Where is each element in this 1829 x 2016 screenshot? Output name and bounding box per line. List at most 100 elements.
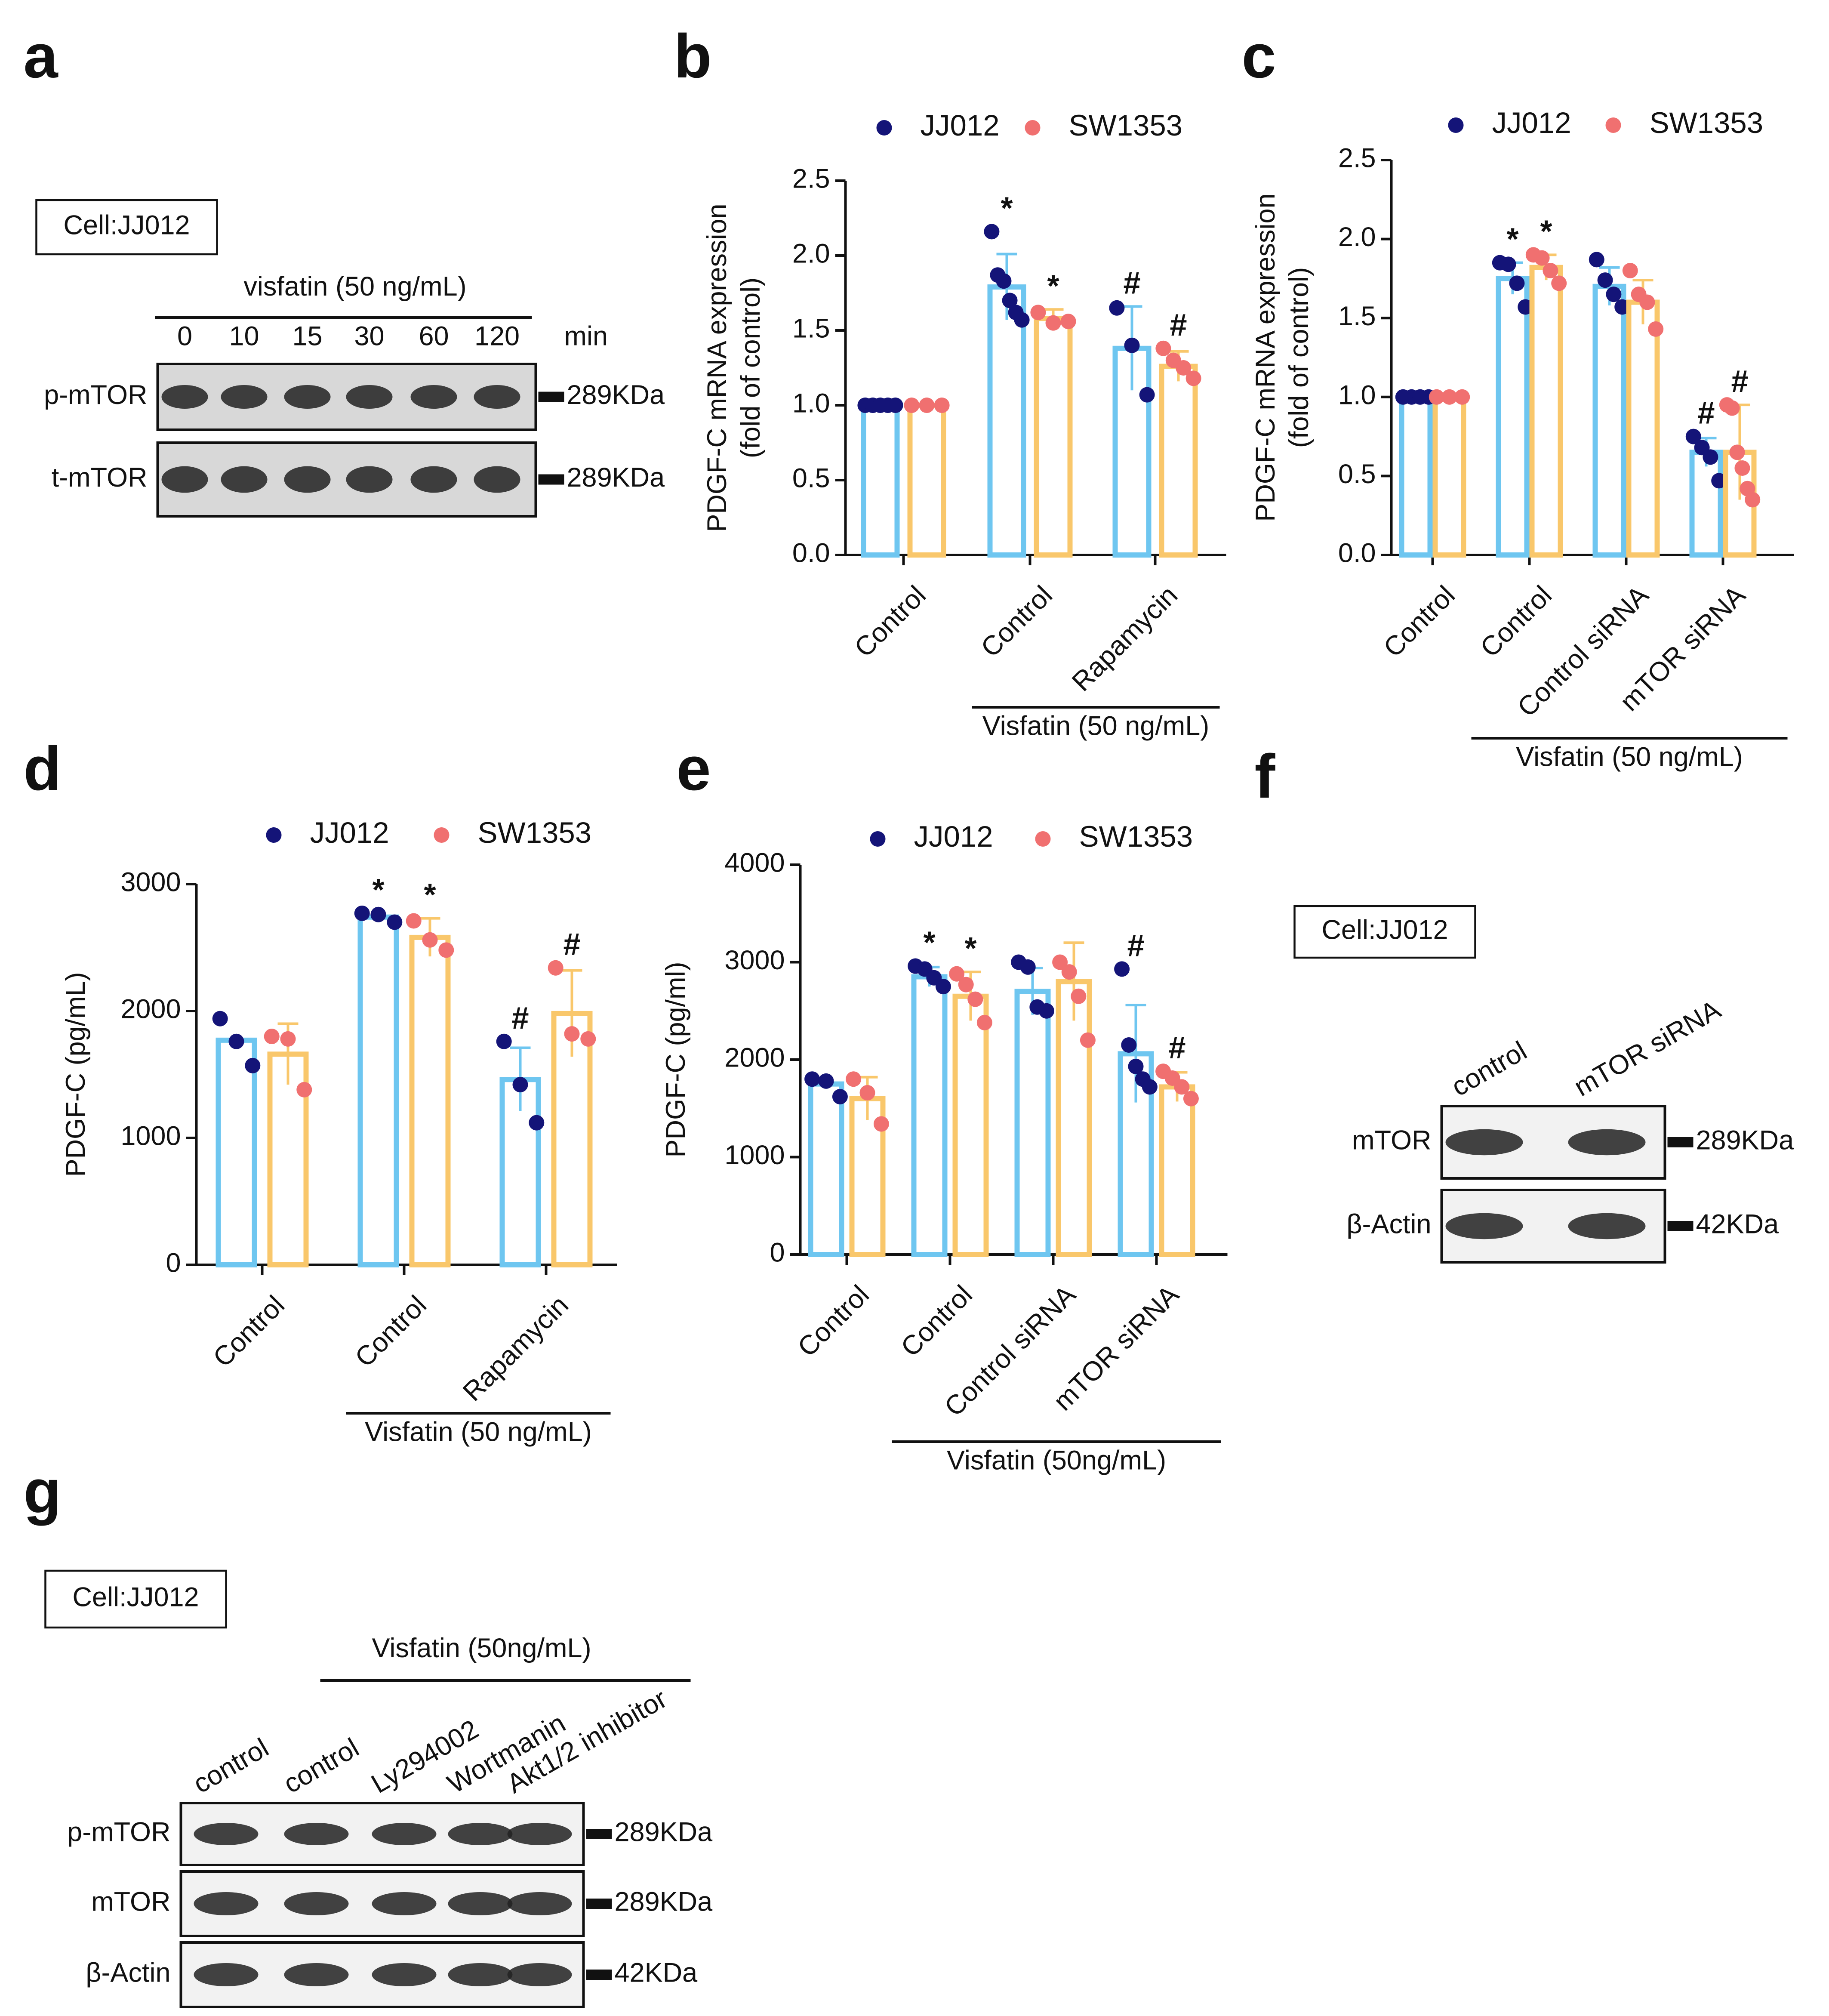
panel-letter: d xyxy=(24,734,62,803)
blot-band xyxy=(194,1963,259,1986)
y-tick-label: 1.5 xyxy=(1338,301,1376,331)
legend-label: JJ012 xyxy=(914,820,993,853)
y-tick-label: 2000 xyxy=(724,1043,785,1073)
data-point xyxy=(1124,337,1140,353)
data-point xyxy=(580,1031,596,1047)
blot-band xyxy=(346,466,393,493)
x-tick-label: Control xyxy=(349,1290,432,1373)
legend-marker xyxy=(1035,831,1051,847)
bar xyxy=(911,974,948,1258)
blot-band xyxy=(161,466,208,493)
blot-band xyxy=(372,1823,437,1845)
legend-label: JJ012 xyxy=(1492,106,1571,139)
x-tick-label: Control xyxy=(792,1279,875,1362)
data-point xyxy=(1185,370,1201,386)
significance: * xyxy=(923,926,935,960)
data-point xyxy=(1052,954,1068,970)
blot-band xyxy=(448,1963,513,1986)
size-label: 42KDa xyxy=(1696,1209,1780,1239)
bar xyxy=(987,284,1026,558)
data-point xyxy=(1639,294,1655,310)
lane-label: control xyxy=(1447,1036,1532,1102)
panel-letter: e xyxy=(677,734,711,803)
bar xyxy=(952,993,989,1257)
blot-band xyxy=(284,385,331,409)
data-point xyxy=(406,913,422,929)
data-point xyxy=(873,1116,889,1132)
x-tick-label: Control xyxy=(1475,580,1558,663)
legend-label: JJ012 xyxy=(310,816,389,849)
blot-band xyxy=(1445,1129,1523,1156)
significance: * xyxy=(372,873,384,907)
size-marker xyxy=(586,1970,612,1980)
significance: # xyxy=(563,928,580,962)
y-axis-label: (fold of control) xyxy=(736,277,766,458)
cell-box xyxy=(35,199,218,256)
error-bar xyxy=(1063,941,1084,1021)
y-tick-label: 0.0 xyxy=(1338,538,1376,568)
y-tick-label: 3000 xyxy=(120,867,181,897)
data-point xyxy=(1139,387,1155,403)
data-point xyxy=(529,1115,545,1131)
data-point xyxy=(1038,1003,1054,1019)
data-point xyxy=(1142,1079,1158,1095)
row-label: β-Actin xyxy=(1346,1209,1431,1239)
blot-band xyxy=(507,1823,572,1845)
bar xyxy=(1689,450,1723,558)
row-label: t-mTOR xyxy=(52,462,148,493)
blot-band xyxy=(1568,1129,1646,1156)
bar xyxy=(1592,284,1626,558)
y-tick-label: 1000 xyxy=(724,1140,785,1170)
data-point xyxy=(228,1033,244,1049)
legend-label: SW1353 xyxy=(1079,820,1193,853)
size-marker xyxy=(538,391,564,402)
group-label: Visfatin (50 ng/mL) xyxy=(982,711,1210,741)
data-point xyxy=(919,398,935,413)
x-tick-label: Control xyxy=(1378,580,1461,663)
bar xyxy=(1034,316,1073,558)
data-point xyxy=(1454,389,1470,405)
significance: * xyxy=(1047,269,1059,303)
data-point xyxy=(1509,275,1525,291)
data-point xyxy=(1711,473,1727,489)
data-point xyxy=(996,273,1012,289)
data-point xyxy=(1703,449,1718,465)
legend-label: JJ012 xyxy=(921,109,1000,142)
data-point xyxy=(438,942,454,958)
data-point xyxy=(1109,300,1125,316)
data-point xyxy=(264,1029,280,1044)
blot-band xyxy=(284,466,331,493)
data-point xyxy=(354,905,370,921)
data-point xyxy=(1061,964,1077,980)
treatment-label: visfatin (50 ng/mL) xyxy=(243,271,466,302)
data-point xyxy=(1020,959,1036,975)
y-axis-label: PDGF-C mRNA expression xyxy=(1250,193,1281,521)
panel-letter: f xyxy=(1255,742,1276,811)
y-tick-label: 2.0 xyxy=(1338,222,1376,252)
blot-band xyxy=(474,466,520,493)
size-label: 42KDa xyxy=(615,1958,698,1988)
group-label: Visfatin (50 ng/mL) xyxy=(1516,742,1743,772)
significance: # xyxy=(1168,1031,1185,1065)
legend-label: SW1353 xyxy=(478,816,592,849)
blot-band xyxy=(1568,1213,1646,1239)
panel-letter: c xyxy=(1242,22,1276,91)
legend-label: SW1353 xyxy=(1650,106,1764,139)
legend-marker xyxy=(1605,117,1621,133)
blot-band xyxy=(410,385,457,409)
data-point xyxy=(1060,314,1076,330)
y-tick-label: 0 xyxy=(770,1238,785,1268)
blot-band xyxy=(194,1823,259,1845)
blot-band xyxy=(1445,1213,1523,1239)
y-tick-label: 0 xyxy=(166,1248,181,1278)
data-point xyxy=(564,1026,580,1042)
data-point xyxy=(548,960,563,976)
data-point xyxy=(1606,287,1622,302)
blot-band xyxy=(284,1963,349,1986)
y-tick-label: 2.5 xyxy=(792,164,830,194)
y-tick-label: 1.0 xyxy=(792,388,830,419)
group-label: Visfatin (50ng/mL) xyxy=(947,1446,1166,1476)
lane-label: 60 xyxy=(419,321,449,351)
x-tick-label: Control xyxy=(849,580,932,663)
